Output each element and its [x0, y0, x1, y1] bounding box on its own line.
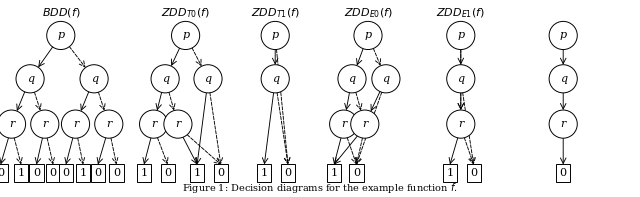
Ellipse shape — [372, 65, 400, 93]
Text: q: q — [204, 74, 212, 84]
Bar — [0, 164, 8, 182]
Ellipse shape — [80, 65, 108, 93]
Text: q: q — [271, 74, 279, 84]
Text: 0: 0 — [559, 168, 567, 178]
Text: 0: 0 — [33, 168, 40, 178]
Text: q: q — [26, 74, 34, 84]
Bar — [59, 164, 73, 182]
Ellipse shape — [164, 110, 192, 138]
Ellipse shape — [194, 65, 222, 93]
Text: 0: 0 — [284, 168, 292, 178]
Text: r: r — [9, 119, 14, 129]
Text: 0: 0 — [62, 168, 70, 178]
Bar — [109, 164, 124, 182]
Bar — [29, 164, 44, 182]
Text: 1: 1 — [260, 168, 268, 178]
Bar — [257, 164, 271, 182]
Ellipse shape — [354, 21, 382, 49]
Text: $ZDD_{E0}(f)$: $ZDD_{E0}(f)$ — [344, 6, 392, 20]
Text: p: p — [457, 31, 465, 40]
Text: r: r — [106, 119, 111, 129]
Ellipse shape — [140, 110, 168, 138]
Ellipse shape — [549, 110, 577, 138]
Text: p: p — [271, 31, 279, 40]
Ellipse shape — [47, 21, 75, 49]
Text: q: q — [559, 74, 567, 84]
Ellipse shape — [151, 65, 179, 93]
Bar — [467, 164, 481, 182]
Ellipse shape — [330, 110, 358, 138]
Text: q: q — [348, 74, 356, 84]
Bar — [91, 164, 105, 182]
Text: 0: 0 — [470, 168, 477, 178]
Text: r: r — [458, 119, 463, 129]
Ellipse shape — [351, 110, 379, 138]
Text: 0: 0 — [94, 168, 102, 178]
Ellipse shape — [95, 110, 123, 138]
Bar — [214, 164, 228, 182]
Text: 0: 0 — [0, 168, 4, 178]
Bar — [190, 164, 204, 182]
Text: $ZDD_{T0}(f)$: $ZDD_{T0}(f)$ — [161, 6, 210, 20]
Bar — [161, 164, 175, 182]
Bar — [327, 164, 341, 182]
Text: 0: 0 — [49, 168, 57, 178]
Ellipse shape — [172, 21, 200, 49]
Text: 1: 1 — [330, 168, 338, 178]
Text: p: p — [559, 31, 567, 40]
Text: q: q — [382, 74, 390, 84]
Bar — [76, 164, 90, 182]
Text: p: p — [57, 31, 65, 40]
Text: 1: 1 — [79, 168, 87, 178]
Bar — [556, 164, 570, 182]
Text: q: q — [90, 74, 98, 84]
Ellipse shape — [447, 65, 475, 93]
Text: r: r — [73, 119, 78, 129]
Text: 0: 0 — [113, 168, 120, 178]
Text: r: r — [362, 119, 367, 129]
Text: 1: 1 — [446, 168, 454, 178]
Text: q: q — [457, 74, 465, 84]
Bar — [46, 164, 60, 182]
Ellipse shape — [338, 65, 366, 93]
Ellipse shape — [0, 110, 26, 138]
Text: r: r — [175, 119, 180, 129]
Text: 1: 1 — [17, 168, 25, 178]
Text: 1: 1 — [193, 168, 201, 178]
Ellipse shape — [31, 110, 59, 138]
Text: 0: 0 — [164, 168, 172, 178]
Text: p: p — [364, 31, 372, 40]
Ellipse shape — [261, 65, 289, 93]
Text: 1: 1 — [140, 168, 148, 178]
Text: r: r — [341, 119, 346, 129]
Text: $ZDD_{T1}(f)$: $ZDD_{T1}(f)$ — [251, 6, 300, 20]
Text: r: r — [151, 119, 156, 129]
Bar — [443, 164, 457, 182]
Text: $ZDD_{E1}(f)$: $ZDD_{E1}(f)$ — [436, 6, 485, 20]
Ellipse shape — [16, 65, 44, 93]
Ellipse shape — [549, 65, 577, 93]
Bar — [281, 164, 295, 182]
Bar — [14, 164, 28, 182]
Text: p: p — [182, 31, 189, 40]
Text: r: r — [561, 119, 566, 129]
Text: r: r — [42, 119, 47, 129]
Ellipse shape — [447, 21, 475, 49]
Text: 0: 0 — [353, 168, 360, 178]
Text: q: q — [161, 74, 169, 84]
Text: $BDD(f)$: $BDD(f)$ — [42, 6, 80, 19]
Bar — [137, 164, 151, 182]
Bar — [349, 164, 364, 182]
Text: 0: 0 — [217, 168, 225, 178]
Ellipse shape — [549, 21, 577, 49]
Ellipse shape — [447, 110, 475, 138]
Ellipse shape — [261, 21, 289, 49]
Ellipse shape — [61, 110, 90, 138]
Text: Figure 1: Decision diagrams for the example function $f$.: Figure 1: Decision diagrams for the exam… — [182, 181, 458, 195]
